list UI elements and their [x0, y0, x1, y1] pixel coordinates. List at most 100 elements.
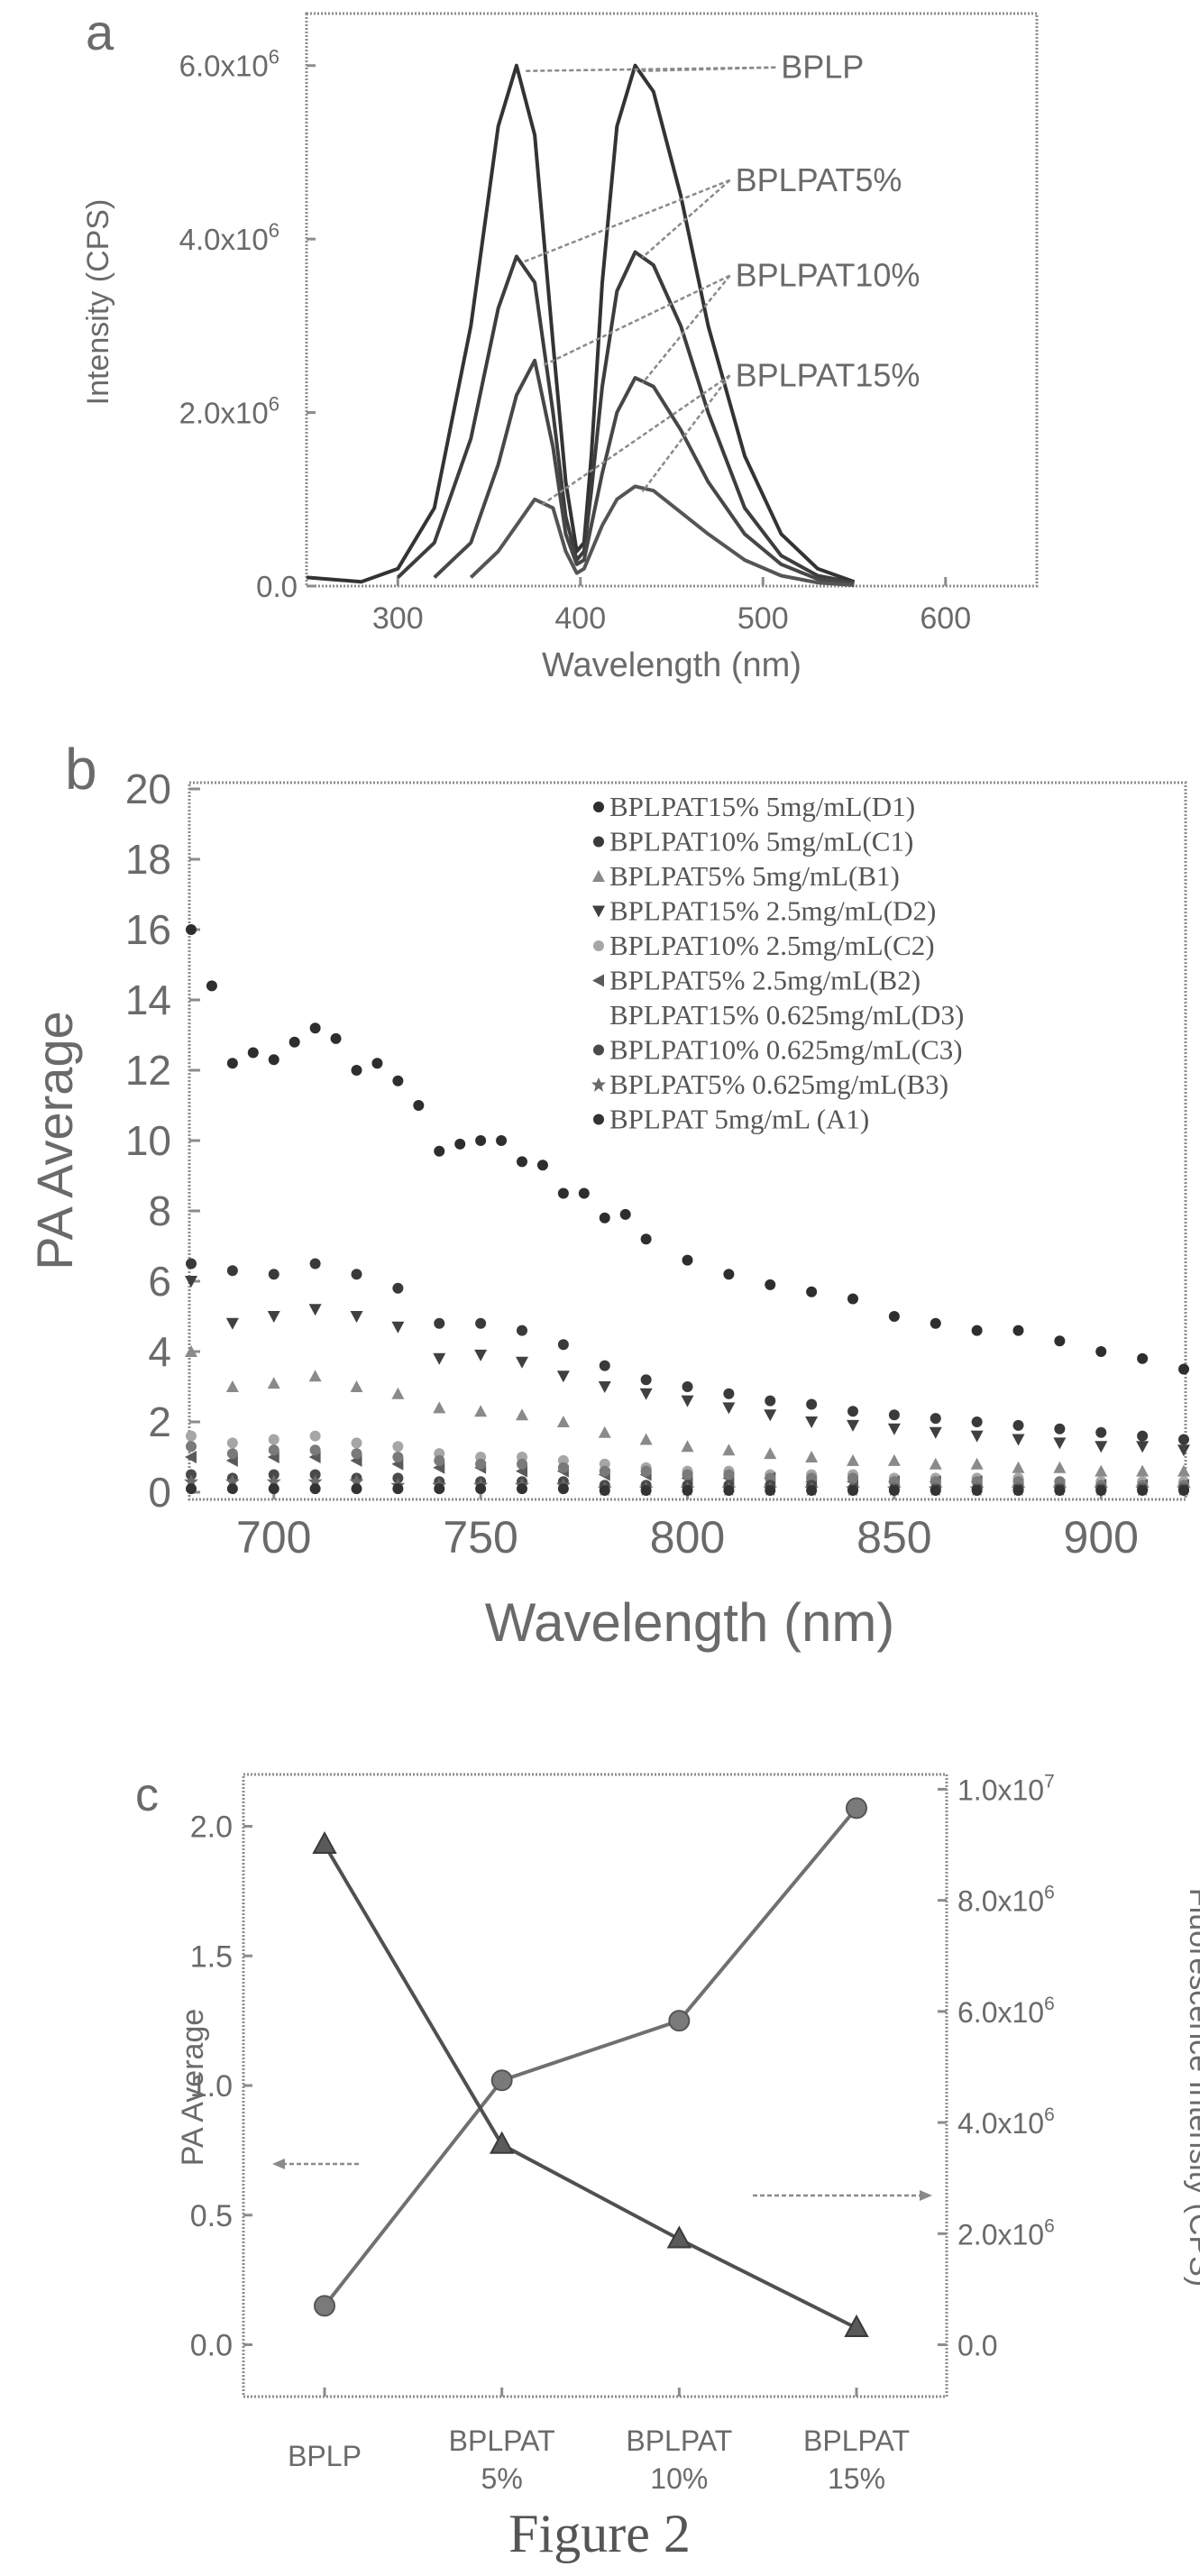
data-point — [268, 1444, 279, 1456]
data-point — [639, 1433, 653, 1445]
data-point — [433, 1352, 446, 1365]
data-point — [1012, 1434, 1025, 1446]
panel-b-y-tick-label: 20 — [125, 765, 171, 812]
label-bplpat15: BPLPAT15% — [736, 356, 921, 393]
data-point — [578, 1187, 590, 1199]
data-point — [308, 1370, 322, 1382]
data-point — [185, 1345, 197, 1357]
legend-marker — [592, 870, 605, 882]
data-point — [764, 1447, 777, 1460]
panel-b-y-axis-label: PA Average — [26, 1011, 83, 1270]
legend-entry: BPLPAT15% 0.625mg/mL(D3) — [609, 999, 964, 1031]
series-bplpat5-5mg-ml-b1 — [185, 1345, 1190, 1477]
data-point — [391, 1321, 405, 1334]
data-point — [434, 1454, 445, 1466]
data-point — [888, 1485, 900, 1497]
spectrum-line-bplpat5 — [396, 250, 855, 585]
legend-entry: BPLPAT15% 2.5mg/mL(D2) — [609, 895, 936, 927]
data-point — [475, 1135, 487, 1146]
legend-marker — [593, 802, 604, 812]
panel-c-y2-tick-label: 0.0 — [957, 2330, 997, 2362]
data-point — [556, 1371, 570, 1383]
data-point — [536, 1160, 548, 1171]
panel-c-y-tick-label: 1.0 — [190, 2069, 233, 2104]
data-point — [434, 1317, 445, 1329]
data-point — [888, 1409, 900, 1421]
data-point — [970, 1430, 984, 1443]
data-point — [267, 1311, 280, 1323]
data-point — [516, 1356, 528, 1369]
data-point — [1012, 1419, 1024, 1431]
panel-a-y-tick-label: 0.0 — [256, 570, 298, 603]
data-point — [309, 1258, 321, 1270]
data-point — [888, 1311, 900, 1322]
panel-c-plot-frame — [242, 1773, 948, 2398]
data-point — [330, 1032, 342, 1044]
data-point — [930, 1413, 941, 1425]
data-point — [806, 1286, 818, 1297]
data-point — [351, 1483, 362, 1495]
panel-b-x-axis-label: Wavelength (nm) — [485, 1592, 895, 1653]
annotation-pointer — [541, 274, 731, 367]
panel-c-category-label: BPLPAT — [803, 2425, 910, 2457]
data-point — [557, 1339, 569, 1351]
data-point — [1095, 1346, 1107, 1357]
panel-label-c: c — [135, 1769, 159, 1821]
panel-c-category-label: BPLPAT — [626, 2425, 732, 2457]
data-point — [723, 1485, 735, 1497]
panel-label-a: a — [86, 4, 115, 60]
panel-a-axes: 300 400 500 600 0.0 2.0x106 4.0x106 6.0x106 — [179, 46, 971, 636]
legend-entry: BPLPAT10% 5mg/mL(C1) — [609, 826, 913, 857]
label-bplpat10: BPLPAT10% — [736, 257, 921, 294]
data-point — [267, 1377, 280, 1389]
data-point — [887, 1423, 901, 1435]
data-point — [930, 1485, 941, 1497]
panel-c-y-tick-label: 1.5 — [190, 1939, 233, 1974]
panel-a: a 300 400 500 600 0.0 2.0x106 4.0x106 6.0x106 B… — [81, 4, 1039, 684]
data-point — [392, 1075, 404, 1086]
data-point — [392, 1441, 404, 1453]
data-point — [1012, 1485, 1024, 1497]
data-point — [454, 1138, 466, 1150]
data-point — [1136, 1441, 1150, 1453]
panel-b-y-tick-label: 0 — [148, 1469, 171, 1516]
data-point — [1054, 1335, 1066, 1347]
data-point — [599, 1485, 610, 1497]
data-point — [247, 1047, 259, 1059]
panel-c-category-label: BPLP — [288, 2440, 362, 2472]
panel-a-x-axis-label: Wavelength (nm) — [542, 646, 802, 684]
pa-average-point — [314, 2295, 335, 2317]
panel-b-y-tick-label: 12 — [125, 1047, 171, 1094]
data-point — [1012, 1325, 1024, 1336]
legend-marker — [593, 1114, 604, 1125]
panel-c-y2-tick-label: 6.0x106 — [957, 1994, 1055, 2029]
data-point — [557, 1483, 569, 1495]
data-point — [434, 1483, 445, 1495]
legend-entry: BPLPAT10% 2.5mg/mL(C2) — [609, 930, 935, 961]
fluorescence-point — [489, 2131, 515, 2154]
data-point — [185, 1451, 197, 1463]
data-point — [1095, 1426, 1107, 1438]
panel-c-category-label: BPLPAT — [449, 2425, 555, 2457]
pa-average-line — [323, 1807, 858, 2307]
data-point — [350, 1380, 363, 1392]
left-axis-pointer-arrowhead — [272, 2159, 285, 2169]
annotation-pointer — [523, 66, 776, 72]
series-bplpat15-5mg-ml-d1 — [186, 924, 1189, 1375]
pa-average-point — [668, 2010, 691, 2032]
data-point — [619, 1208, 631, 1220]
data-point — [308, 1304, 322, 1316]
panel-c-y-tick-label: 0.5 — [190, 2199, 233, 2233]
panel-b-x-tick-label: 900 — [1064, 1512, 1139, 1563]
panel-a-x-tick-label: 600 — [920, 601, 971, 636]
panel-b-y-tick-label: 10 — [125, 1117, 171, 1164]
panel-c-category-label: 10% — [650, 2462, 708, 2495]
legend-entry: BPLPAT5% 5mg/mL(B1) — [609, 860, 900, 892]
data-point — [1177, 1444, 1190, 1457]
panel-a-y-axis-label: Intensity (CPS) — [81, 199, 115, 406]
data-point — [681, 1440, 694, 1453]
legend-entry: BPLPAT10% 0.625mg/mL(C3) — [609, 1034, 963, 1066]
data-point — [1177, 1464, 1190, 1477]
data-point — [517, 1156, 527, 1168]
